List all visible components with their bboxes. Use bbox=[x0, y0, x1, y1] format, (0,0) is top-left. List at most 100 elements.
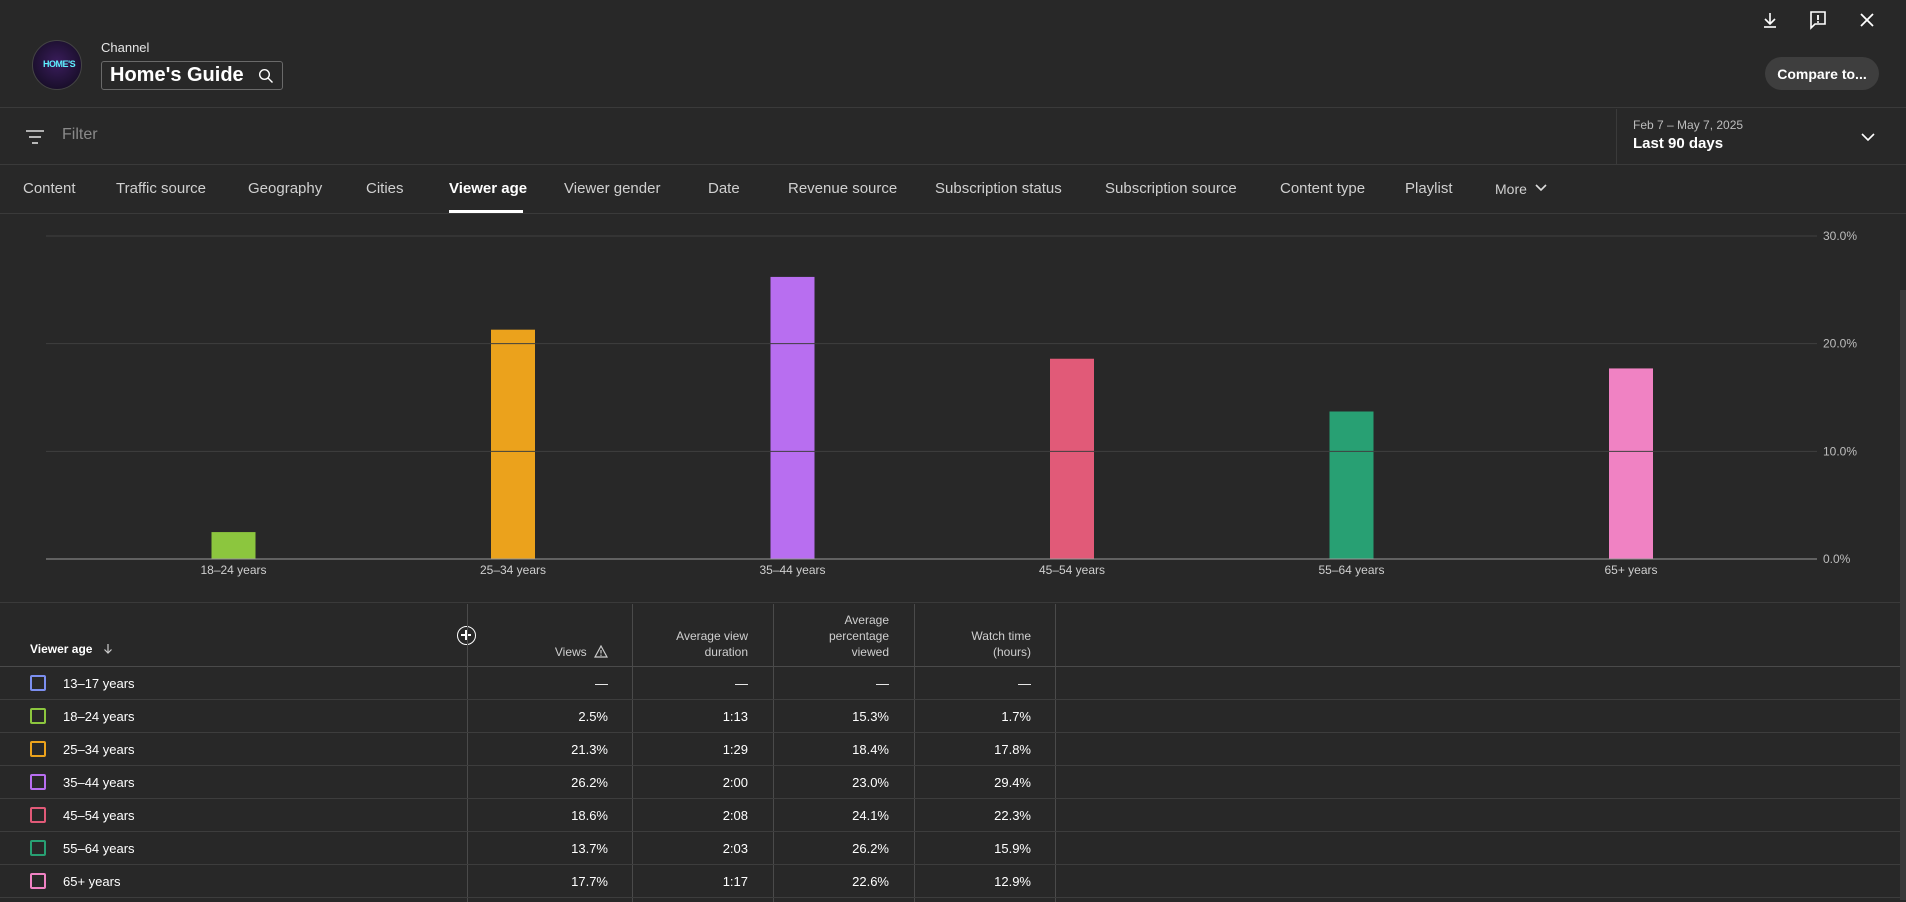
row-divider bbox=[0, 699, 1900, 700]
row-divider bbox=[0, 831, 1900, 832]
warning-icon bbox=[593, 644, 609, 658]
y-tick-label: 10.0% bbox=[1823, 444, 1857, 458]
sort-arrow-down-icon[interactable] bbox=[102, 643, 114, 655]
column-header-line: viewed bbox=[851, 645, 889, 659]
active-tab-indicator bbox=[449, 210, 523, 213]
scrollbar[interactable] bbox=[1900, 290, 1906, 900]
column-header-avg-percentage-viewed[interactable]: Average percentage viewed bbox=[829, 612, 889, 660]
column-header-views[interactable]: Views bbox=[554, 644, 609, 660]
channel-avatar[interactable]: HOME'S bbox=[32, 40, 82, 90]
tab-more-label: More bbox=[1495, 181, 1527, 197]
chart-bar[interactable] bbox=[1609, 368, 1653, 559]
row-checkbox[interactable] bbox=[30, 840, 46, 856]
cell-pct-viewed: 23.0% bbox=[852, 775, 889, 790]
cell-duration: — bbox=[735, 676, 748, 691]
cell-watch-time: 22.3% bbox=[994, 808, 1031, 823]
row-label: 55–64 years bbox=[63, 841, 135, 856]
dimension-tabs: Content Traffic source Geography Cities … bbox=[0, 166, 1906, 214]
filter-input[interactable]: Filter bbox=[62, 126, 98, 143]
tab-content[interactable]: Content bbox=[23, 180, 76, 197]
row-checkbox[interactable] bbox=[30, 774, 46, 790]
chevron-down-icon bbox=[1861, 133, 1875, 142]
column-header-watch-time[interactable]: Watch time (hours) bbox=[971, 628, 1031, 660]
tab-geography[interactable]: Geography bbox=[248, 180, 323, 197]
compare-button[interactable]: Compare to... bbox=[1765, 57, 1879, 90]
avatar-logo-text: HOME'S bbox=[43, 59, 76, 69]
cell-watch-time: 29.4% bbox=[994, 775, 1031, 790]
chart-bar[interactable] bbox=[211, 532, 256, 559]
tab-revenue-source[interactable]: Revenue source bbox=[788, 180, 898, 197]
column-divider bbox=[1055, 604, 1056, 902]
x-tick-label: 35–44 years bbox=[759, 563, 825, 577]
tab-viewer-age[interactable]: Viewer age bbox=[449, 180, 528, 197]
column-header-line: (hours) bbox=[992, 645, 1031, 659]
cell-duration: 2:03 bbox=[722, 841, 748, 856]
tab-subscription-status[interactable]: Subscription status bbox=[935, 180, 1062, 197]
feedback-icon[interactable] bbox=[1806, 8, 1830, 32]
column-header-line: Watch time bbox=[971, 629, 1031, 643]
tab-traffic-source[interactable]: Traffic source bbox=[116, 180, 207, 197]
channel-selector[interactable]: Home's Guide bbox=[101, 61, 283, 90]
header-divider bbox=[0, 666, 1900, 667]
tab-subscription-source[interactable]: Subscription source bbox=[1105, 180, 1237, 197]
cell-views: 18.6% bbox=[571, 808, 608, 823]
filter-icon[interactable] bbox=[25, 128, 45, 146]
cell-views: — bbox=[595, 676, 608, 691]
column-header-viewer-age-label: Viewer age bbox=[30, 642, 93, 656]
tab-playlist[interactable]: Playlist bbox=[1405, 180, 1453, 197]
cell-duration: 1:13 bbox=[722, 709, 748, 724]
cell-pct-viewed: 18.4% bbox=[852, 742, 889, 757]
chart-bar[interactable] bbox=[491, 329, 535, 559]
row-divider bbox=[0, 864, 1900, 865]
channel-name: Home's Guide bbox=[110, 64, 244, 86]
x-tick-label: 18–24 years bbox=[200, 563, 266, 577]
row-divider bbox=[0, 798, 1900, 799]
date-range-text: Feb 7 – May 7, 2025 bbox=[1633, 118, 1744, 132]
tab-cities[interactable]: Cities bbox=[366, 180, 404, 197]
row-checkbox[interactable] bbox=[30, 741, 46, 757]
y-tick-label: 30.0% bbox=[1823, 229, 1857, 243]
tab-more[interactable]: More bbox=[1495, 181, 1548, 197]
x-tick-label: 45–54 years bbox=[1039, 563, 1105, 577]
cell-duration: 2:08 bbox=[722, 808, 748, 823]
add-column-icon[interactable] bbox=[457, 626, 476, 645]
cell-pct-viewed: 24.1% bbox=[852, 808, 889, 823]
cell-duration: 1:17 bbox=[722, 874, 748, 889]
cell-watch-time: — bbox=[1018, 676, 1031, 691]
row-label: 65+ years bbox=[63, 874, 121, 889]
cell-pct-viewed: 26.2% bbox=[852, 841, 889, 856]
filter-bar: Filter Feb 7 – May 7, 2025 Last 90 days bbox=[0, 109, 1906, 165]
column-divider bbox=[467, 604, 468, 902]
viewer-age-chart: 0.0% 10.0% 20.0% 30.0% 18–24 years 25–34 year… bbox=[0, 215, 1906, 603]
column-header-line: percentage bbox=[828, 629, 889, 643]
tab-content-type[interactable]: Content type bbox=[1280, 180, 1366, 197]
cell-views: 13.7% bbox=[571, 841, 608, 856]
cell-duration: 1:29 bbox=[722, 742, 748, 757]
download-icon[interactable] bbox=[1758, 8, 1782, 32]
cell-watch-time: 12.9% bbox=[994, 874, 1031, 889]
row-divider bbox=[0, 897, 1900, 898]
column-divider bbox=[914, 604, 915, 902]
row-checkbox[interactable] bbox=[30, 807, 46, 823]
tab-date[interactable]: Date bbox=[708, 180, 740, 197]
row-label: 45–54 years bbox=[63, 808, 135, 823]
chart-bar[interactable] bbox=[1050, 358, 1094, 559]
column-header-viewer-age[interactable]: Viewer age bbox=[30, 642, 114, 656]
column-header-line: Average bbox=[844, 613, 889, 627]
date-range-selector[interactable]: Feb 7 – May 7, 2025 Last 90 days bbox=[1616, 109, 1906, 165]
chart-bar[interactable] bbox=[770, 276, 815, 559]
column-header-avg-view-duration[interactable]: Average view duration bbox=[676, 628, 748, 660]
row-checkbox[interactable] bbox=[30, 873, 46, 889]
row-checkbox[interactable] bbox=[30, 708, 46, 724]
tab-viewer-gender[interactable]: Viewer gender bbox=[564, 180, 661, 197]
y-tick-label: 20.0% bbox=[1823, 337, 1857, 351]
chart-bar[interactable] bbox=[1329, 411, 1374, 559]
x-tick-label: 65+ years bbox=[1604, 563, 1657, 577]
y-tick-label: 0.0% bbox=[1823, 552, 1851, 566]
column-header-views-label: Views bbox=[554, 645, 587, 659]
cell-duration: 2:00 bbox=[722, 775, 748, 790]
cell-watch-time: 17.8% bbox=[994, 742, 1031, 757]
close-icon[interactable] bbox=[1855, 8, 1879, 32]
row-checkbox[interactable] bbox=[30, 675, 46, 691]
search-icon[interactable] bbox=[258, 68, 274, 84]
